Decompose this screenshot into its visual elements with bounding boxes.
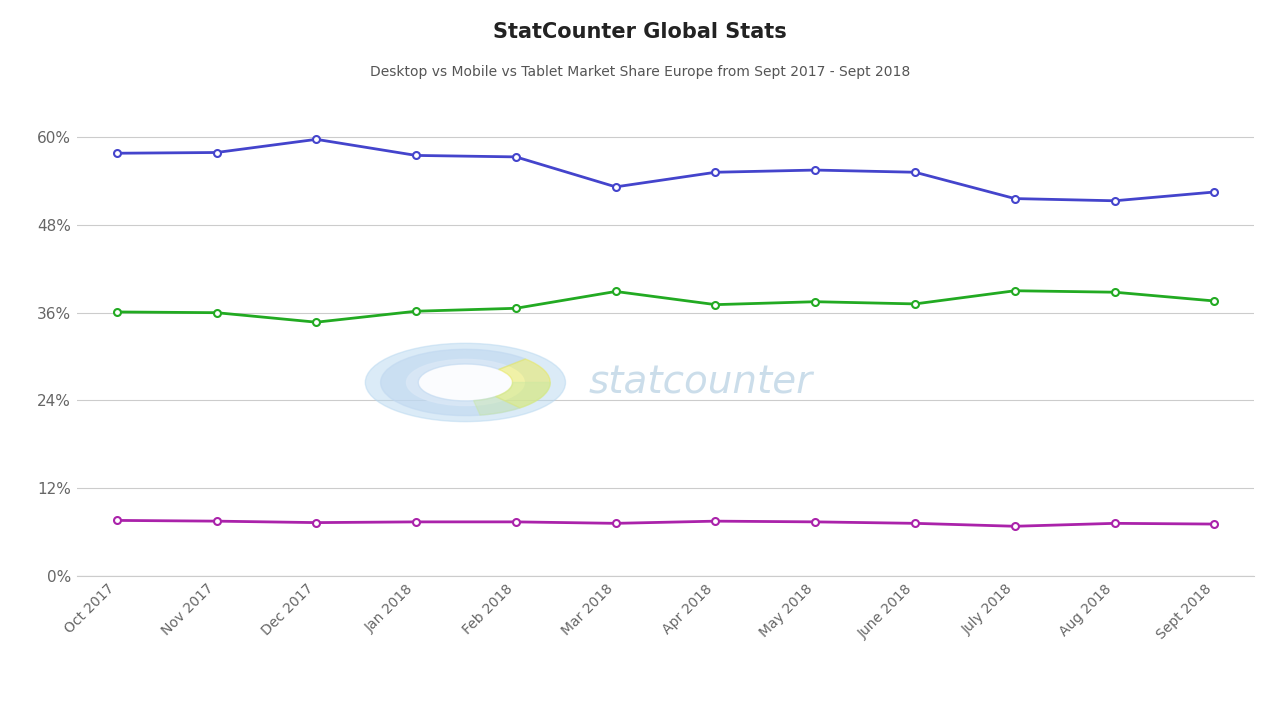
Circle shape <box>365 343 566 422</box>
Text: Desktop vs Mobile vs Tablet Market Share Europe from Sept 2017 - Sept 2018: Desktop vs Mobile vs Tablet Market Share… <box>370 65 910 78</box>
Wedge shape <box>495 359 550 408</box>
Legend: Desktop, Mobile, Tablet: Desktop, Mobile, Tablet <box>509 716 822 720</box>
Wedge shape <box>474 382 550 415</box>
Circle shape <box>407 359 525 405</box>
Wedge shape <box>380 349 525 415</box>
Text: StatCounter Global Stats: StatCounter Global Stats <box>493 22 787 42</box>
Text: statcounter: statcounter <box>589 364 813 402</box>
